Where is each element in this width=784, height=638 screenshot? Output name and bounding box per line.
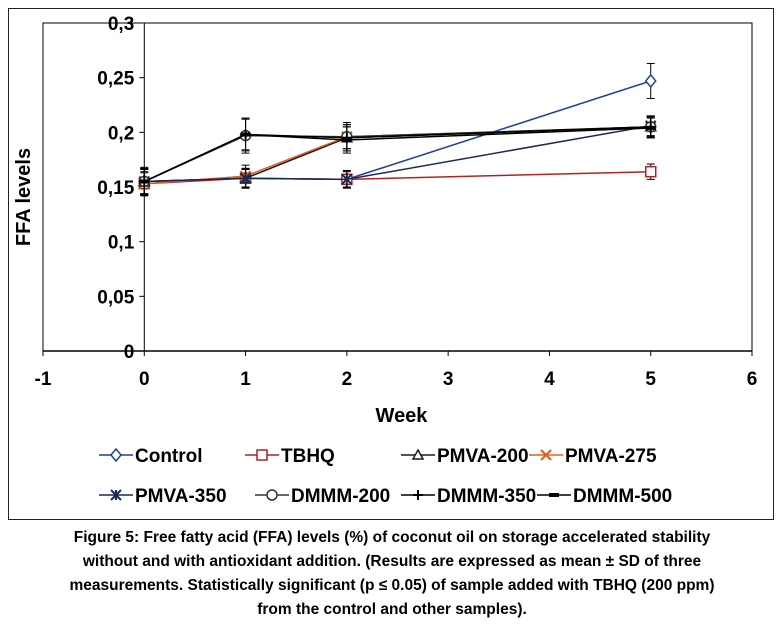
legend-label: DMMM-350 [437, 486, 536, 507]
legend-marker [411, 448, 425, 460]
legend-label: Control [135, 446, 203, 467]
legend-label: PMVA-275 [565, 446, 657, 467]
legend-marker [413, 490, 423, 500]
caption-line-3: measurements. Statistically significant … [69, 577, 715, 594]
legend-item: DMMM-200 [255, 486, 390, 507]
data-point [341, 137, 352, 142]
data-point [341, 173, 353, 186]
x-tick-label: -1 [35, 369, 52, 390]
legend-label: PMVA-350 [135, 486, 227, 507]
data-point [644, 165, 657, 178]
chart-frame: 0 0,05 0,1 0,15 0,2 0,25 0,3 -1 0 1 2 3 4 5 6 Week FFA l… [8, 8, 774, 520]
data-point [240, 132, 251, 137]
y-tick-label: 0,15 [97, 178, 134, 199]
legend-item: PMVA-275 [529, 446, 657, 467]
x-tick-label: 5 [645, 369, 656, 390]
legend-label: DMMM-200 [291, 486, 390, 507]
legend-item: Control [99, 446, 203, 467]
series-dmmm-500 [139, 117, 656, 196]
figure-caption: Figure 5: Free fatty acid (FFA) levels (… [14, 526, 770, 622]
legend-label: TBHQ [281, 446, 335, 467]
legend-item: TBHQ [245, 446, 335, 467]
y-tick-label: 0,25 [97, 69, 134, 90]
legend-label: DMMM-500 [573, 486, 672, 507]
x-tick-label: 2 [342, 369, 353, 390]
legend-marker [266, 489, 278, 501]
legend-label: PMVA-200 [437, 446, 529, 467]
legend-marker [540, 449, 552, 461]
series-line [144, 125, 651, 183]
y-tick-label: 0,2 [108, 123, 134, 144]
legend-marker [110, 489, 122, 501]
x-tick-label: 3 [443, 369, 454, 390]
legend-item: DMMM-500 [537, 486, 672, 507]
legend-item: PMVA-350 [99, 486, 227, 507]
y-tick-label: 0 [124, 342, 135, 363]
series-pmva-275 [138, 115, 657, 197]
caption-line-4: from the control and other samples). [257, 601, 527, 618]
data-point [645, 125, 656, 130]
data-point [139, 179, 150, 184]
legend-marker [256, 449, 268, 461]
y-tick-label: 0,1 [108, 233, 135, 254]
legend-marker [549, 493, 559, 497]
legend-marker [110, 447, 122, 463]
series-line [143, 127, 651, 183]
data-point [239, 172, 252, 184]
series-dmmm-200 [138, 115, 657, 197]
series-pmva-350 [138, 115, 657, 195]
caption-line-2: without and with antioxidant addition. (… [82, 553, 702, 570]
ffa-line-chart: 0 0,05 0,1 0,15 0,2 0,25 0,3 -1 0 1 2 3 4 5 6 Week FFA l… [13, 14, 758, 507]
x-tick-label: 0 [139, 369, 150, 390]
y-tick-label: 0,3 [108, 14, 134, 35]
x-tick-label: 1 [240, 369, 251, 390]
legend-item: DMMM-350 [401, 486, 536, 507]
y-axis-title: FFA levels [13, 148, 35, 246]
x-tick-label: 4 [544, 369, 555, 390]
x-axis-title: Week [376, 405, 429, 427]
caption-line-1: Figure 5: Free fatty acid (FFA) levels (… [73, 529, 711, 546]
data-point [644, 73, 657, 89]
legend-item: PMVA-200 [401, 446, 529, 467]
y-tick-label: 0,05 [97, 287, 134, 308]
x-tick-label: 6 [747, 369, 758, 390]
